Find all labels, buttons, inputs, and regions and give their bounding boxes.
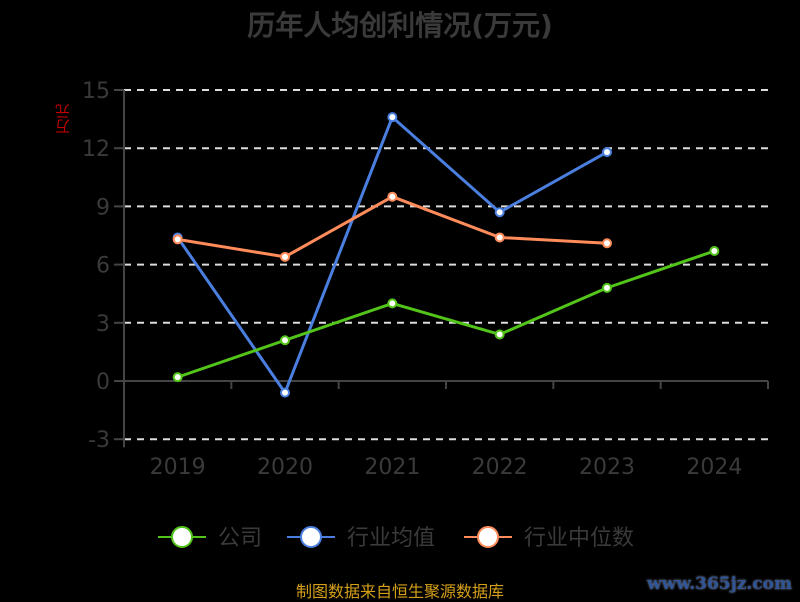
x-tick-label: 2023 — [579, 455, 635, 480]
data-point — [387, 191, 398, 202]
data-source-note: 制图数据来自恒生聚源数据库 — [295, 582, 504, 601]
y-tick-label: 0 — [96, 370, 110, 395]
legend-label: 公司 — [218, 526, 262, 551]
y-tick-label: 9 — [96, 195, 110, 220]
data-point — [280, 387, 290, 398]
legend-label: 行业中位数 — [524, 526, 634, 551]
data-point — [494, 232, 505, 243]
legend-marker — [171, 526, 193, 548]
x-tick-label: 2020 — [257, 455, 313, 480]
data-point — [172, 234, 183, 245]
x-tick-label: 2024 — [686, 455, 742, 480]
data-point — [602, 147, 612, 158]
y-tick-label: 12 — [82, 137, 110, 162]
legend-marker — [477, 526, 499, 548]
data-point — [280, 335, 290, 346]
data-point — [602, 282, 612, 293]
x-tick-label: 2019 — [150, 455, 206, 480]
data-point — [387, 298, 398, 309]
y-tick-label: 15 — [82, 79, 110, 104]
watermark: www.365jz.com — [647, 574, 792, 594]
data-point — [602, 238, 612, 249]
y-tick-label: 6 — [96, 254, 110, 279]
series-line-1 — [176, 114, 608, 396]
legend-label: 行业均值 — [347, 526, 435, 551]
data-point — [494, 329, 505, 340]
y-tick-label: 3 — [96, 312, 110, 337]
x-tick-label: 2021 — [364, 455, 420, 480]
x-tick-label: 2022 — [472, 455, 528, 480]
chart-title: 历年人均创利情况(万元) — [247, 9, 553, 42]
data-point — [494, 207, 505, 218]
y-tick-label: -3 — [88, 428, 110, 453]
data-point — [280, 251, 290, 262]
legend-marker — [300, 526, 322, 548]
series-line-0 — [177, 249, 715, 379]
data-point — [387, 112, 398, 123]
data-point — [709, 246, 720, 257]
data-point — [172, 372, 183, 383]
